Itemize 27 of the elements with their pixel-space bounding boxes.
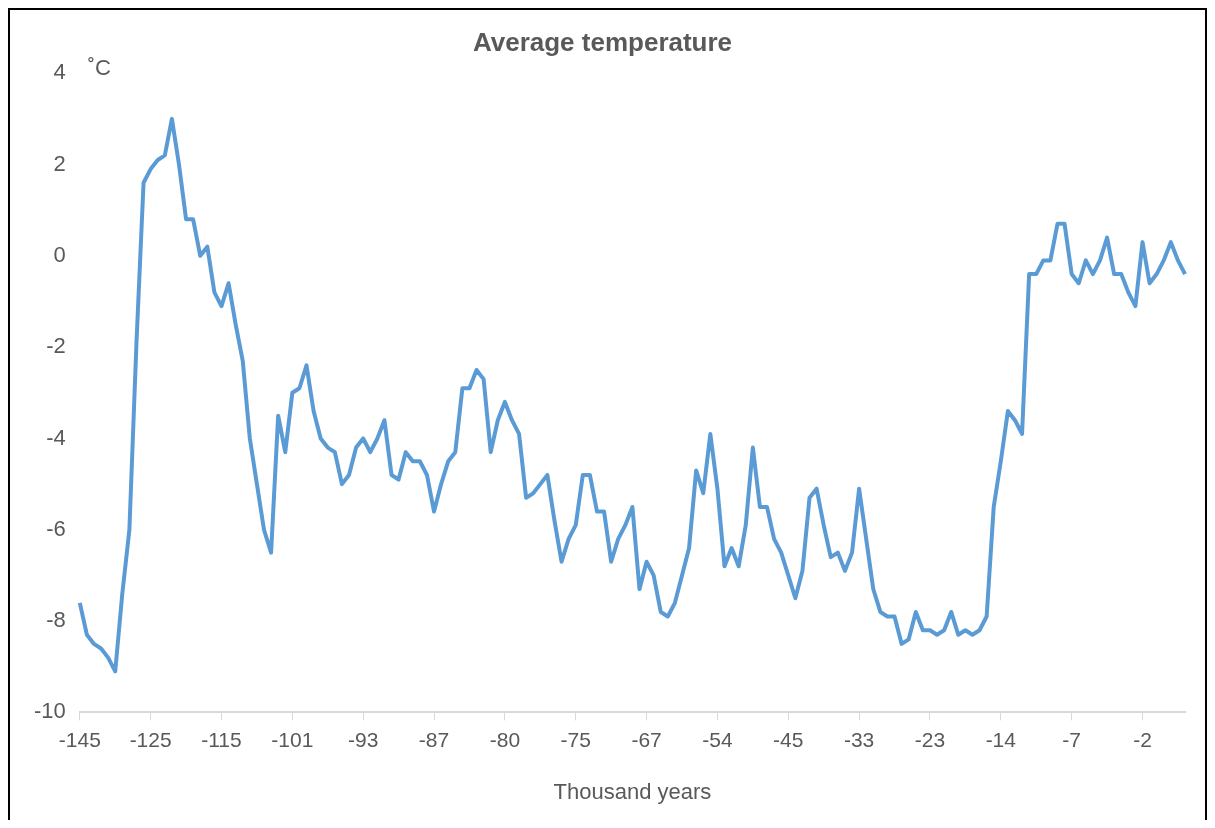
y-tick-label: 0 <box>53 241 66 267</box>
x-tick-label: -125 <box>129 727 172 751</box>
x-tick-label: -2 <box>1133 727 1152 751</box>
x-tick-label: -45 <box>773 727 804 751</box>
x-tick-label: -23 <box>914 727 946 751</box>
y-tick-label: -6 <box>46 515 66 541</box>
x-tick-label: -87 <box>418 727 450 751</box>
x-axis-title: Thousand years <box>553 778 712 804</box>
x-tick-label: -93 <box>348 727 379 751</box>
x-tick-label: -54 <box>702 727 733 751</box>
y-tick-label: -10 <box>34 698 66 724</box>
x-tick-label: -14 <box>985 727 1017 751</box>
y-tick-label: -2 <box>46 333 66 359</box>
y-axis-title: ˚C <box>87 55 112 81</box>
y-tick-label: -4 <box>46 424 66 450</box>
y-tick-label: 4 <box>53 59 66 85</box>
x-tick-label: -101 <box>271 727 314 751</box>
x-tick-label: -80 <box>489 727 521 751</box>
x-tick-label: -115 <box>201 727 242 751</box>
y-tick-label: -8 <box>46 607 66 633</box>
x-tick-label: -75 <box>560 727 591 751</box>
y-tick-label: 2 <box>53 150 66 176</box>
chart-title: Average temperature <box>472 26 733 57</box>
x-tick-label: -145 <box>58 727 101 751</box>
x-tick-label: -7 <box>1062 727 1081 751</box>
x-tick-label: -67 <box>631 727 662 751</box>
x-tick-label: -33 <box>843 727 875 751</box>
